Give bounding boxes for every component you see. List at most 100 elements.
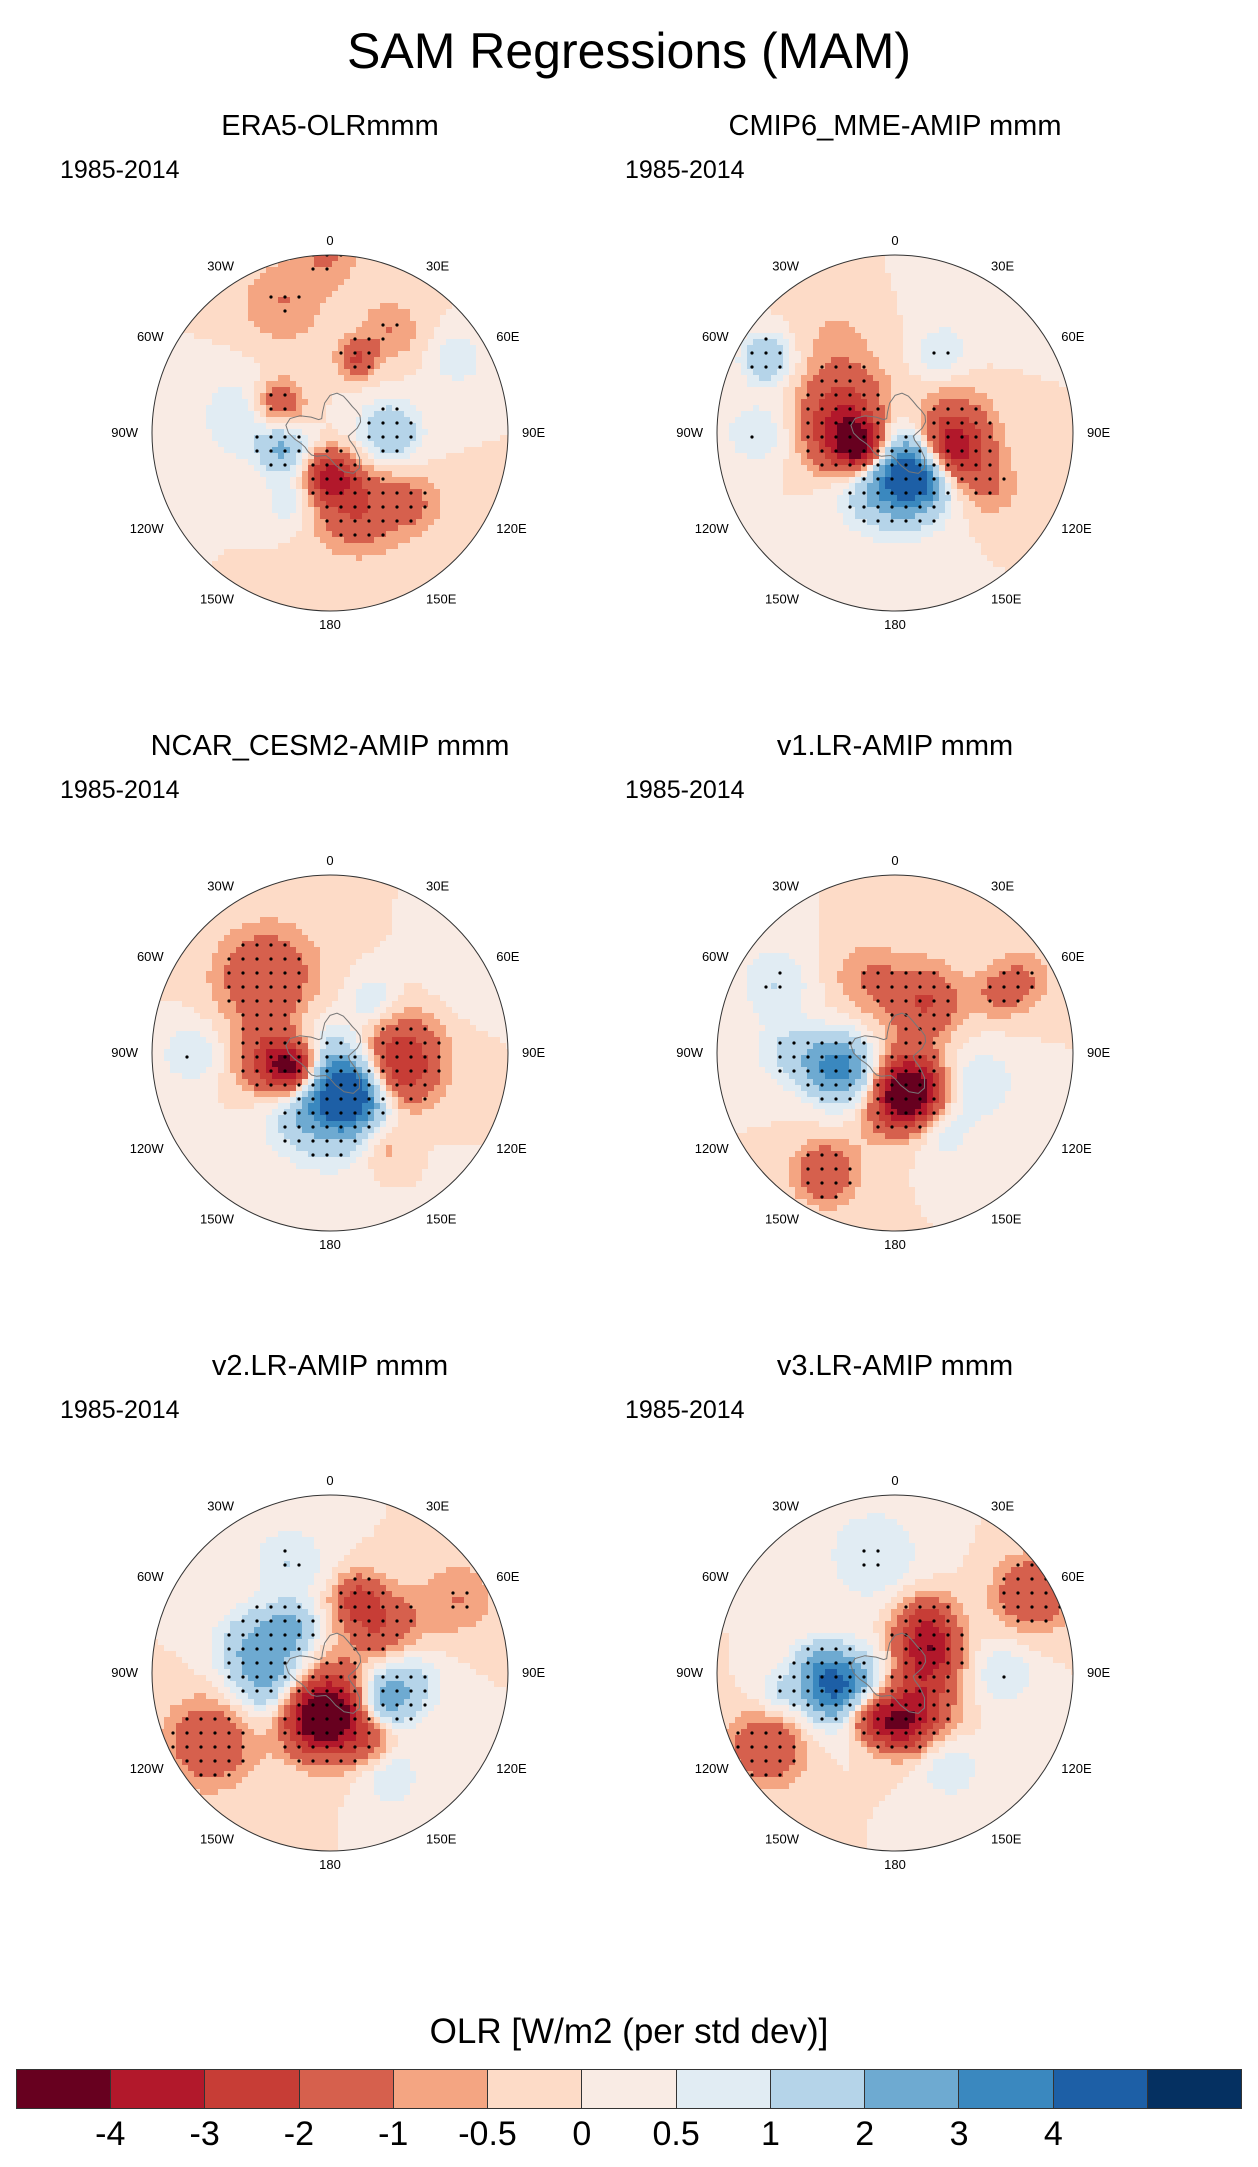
- longitude-label: 180: [884, 617, 906, 632]
- longitude-label: 150E: [991, 1831, 1022, 1846]
- longitude-label: 90W: [111, 1665, 138, 1680]
- colorbar-swatch: [393, 2070, 489, 2108]
- colorbar-swatch: [1147, 2070, 1242, 2108]
- colorbar-tick-label: -0.5: [458, 2115, 517, 2154]
- longitude-label: 120E: [496, 1761, 527, 1776]
- longitude-label: 120E: [1061, 1761, 1092, 1776]
- colorbar-tick-label: -3: [189, 2115, 219, 2154]
- longitude-label: 90W: [676, 425, 703, 440]
- longitude-label: 90W: [111, 425, 138, 440]
- longitude-label: 30E: [426, 1499, 449, 1514]
- longitude-label: 60E: [1061, 1569, 1084, 1584]
- colorbar-tick-label: -2: [284, 2115, 314, 2154]
- longitude-label: 60W: [702, 949, 729, 964]
- longitude-label: 180: [319, 1857, 341, 1872]
- period-label: 1985-2014: [625, 156, 745, 185]
- longitude-label: 180: [884, 1237, 906, 1252]
- colorbar-swatch: [299, 2070, 394, 2108]
- longitude-label: 120W: [130, 521, 165, 536]
- longitude-label: 60W: [137, 949, 164, 964]
- map-panel: v2.LR-AMIP mmm 1985-2014 0 30E 60E 90E 120E 1…: [30, 1350, 630, 1950]
- map-panel: CMIP6_MME-AMIP mmm 1985-2014 0 30E 60E 90E 1…: [595, 110, 1195, 710]
- longitude-label: 120W: [695, 521, 730, 536]
- longitude-label: 90E: [522, 1665, 545, 1680]
- longitude-label: 120W: [695, 1141, 730, 1156]
- colorbar-swatch: [1053, 2070, 1148, 2108]
- longitude-label: 120E: [1061, 1141, 1092, 1156]
- longitude-label: 60W: [137, 1569, 164, 1584]
- longitude-label: 30W: [772, 879, 799, 894]
- colorbar-swatch: [582, 2070, 677, 2108]
- colorbar: [16, 2069, 1242, 2109]
- period-label: 1985-2014: [60, 1396, 180, 1425]
- longitude-label: 120W: [130, 1141, 165, 1156]
- longitude-label: 60W: [702, 1569, 729, 1584]
- colorbar-tick-label: 0.5: [653, 2115, 700, 2154]
- colorbar-title: OLR [W/m2 (per std dev)]: [0, 2012, 1258, 2052]
- colorbar-swatch: [676, 2070, 771, 2108]
- colorbar-tick-label: 2: [855, 2115, 874, 2154]
- longitude-label: 90W: [676, 1045, 703, 1060]
- longitude-label: 60E: [1061, 329, 1084, 344]
- colorbar-tick-label: 0: [572, 2115, 591, 2154]
- period-label: 1985-2014: [60, 156, 180, 185]
- longitude-label: 30E: [991, 259, 1014, 274]
- longitude-label: 150E: [426, 1831, 457, 1846]
- period-label: 1985-2014: [60, 776, 180, 805]
- longitude-label: 150E: [426, 591, 457, 606]
- longitude-label: 120E: [496, 521, 527, 536]
- longitude-label: 0: [891, 233, 898, 248]
- longitude-label: 60W: [137, 329, 164, 344]
- polar-map: 0 30E 60E 90E 120E 150E 180 150W 120W 90W 60W 30W: [676, 1473, 1110, 1872]
- map-panel: ERA5-OLRmmm 1985-2014 0 30E 60E 90E 120E 150E…: [30, 110, 630, 710]
- longitude-label: 120W: [130, 1761, 165, 1776]
- longitude-label: 30E: [426, 259, 449, 274]
- longitude-label: 0: [891, 853, 898, 868]
- polar-map: 0 30E 60E 90E 120E 150E 180 150W 120W 90W 60W 30W: [111, 233, 545, 632]
- longitude-label: 90E: [1087, 425, 1110, 440]
- panel-title: NCAR_CESM2-AMIP mmm: [30, 730, 630, 763]
- period-label: 1985-2014: [625, 776, 745, 805]
- map-panel: NCAR_CESM2-AMIP mmm 1985-2014 0 30E 60E 90E…: [30, 730, 630, 1330]
- longitude-label: 30W: [772, 1499, 799, 1514]
- longitude-label: 120E: [496, 1141, 527, 1156]
- period-label: 1985-2014: [625, 1396, 745, 1425]
- longitude-label: 150W: [765, 1211, 800, 1226]
- longitude-label: 180: [319, 1237, 341, 1252]
- main-title: SAM Regressions (MAM): [0, 22, 1258, 80]
- colorbar-tick-label: 4: [1044, 2115, 1063, 2154]
- map-panel: v1.LR-AMIP mmm 1985-2014 0 30E 60E 90E 120E 1…: [595, 730, 1195, 1330]
- colorbar-swatch: [865, 2070, 960, 2108]
- longitude-label: 180: [319, 617, 341, 632]
- longitude-label: 60E: [496, 329, 519, 344]
- longitude-label: 90E: [1087, 1665, 1110, 1680]
- longitude-label: 30W: [772, 259, 799, 274]
- longitude-label: 0: [326, 853, 333, 868]
- polar-map: 0 30E 60E 90E 120E 150E 180 150W 120W 90W 60W 30W: [676, 853, 1110, 1252]
- longitude-label: 30W: [207, 259, 234, 274]
- longitude-label: 30E: [426, 879, 449, 894]
- longitude-label: 60E: [1061, 949, 1084, 964]
- polar-map: 0 30E 60E 90E 120E 150E 180 150W 120W 90W 60W 30W: [111, 853, 545, 1252]
- colorbar-swatch: [205, 2070, 300, 2108]
- longitude-label: 150E: [991, 1211, 1022, 1226]
- longitude-label: 90E: [522, 425, 545, 440]
- colorbar-tick-label: -1: [378, 2115, 408, 2154]
- longitude-label: 150W: [200, 591, 235, 606]
- colorbar-swatch: [111, 2070, 206, 2108]
- longitude-label: 30W: [207, 879, 234, 894]
- polar-map: 0 30E 60E 90E 120E 150E 180 150W 120W 90W 60W 30W: [676, 233, 1110, 632]
- panel-title: CMIP6_MME-AMIP mmm: [595, 110, 1195, 143]
- panel-title: v3.LR-AMIP mmm: [595, 1350, 1195, 1383]
- longitude-label: 120W: [695, 1761, 730, 1776]
- colorbar-swatch: [17, 2070, 112, 2108]
- longitude-label: 150W: [200, 1211, 235, 1226]
- longitude-label: 60E: [496, 949, 519, 964]
- polar-map: 0 30E 60E 90E 120E 150E 180 150W 120W 90W 60W 30W: [111, 1473, 545, 1872]
- longitude-label: 150W: [200, 1831, 235, 1846]
- longitude-label: 150W: [765, 591, 800, 606]
- colorbar-swatch: [959, 2070, 1054, 2108]
- longitude-label: 0: [326, 233, 333, 248]
- colorbar-tick-label: 1: [761, 2115, 780, 2154]
- longitude-label: 0: [326, 1473, 333, 1488]
